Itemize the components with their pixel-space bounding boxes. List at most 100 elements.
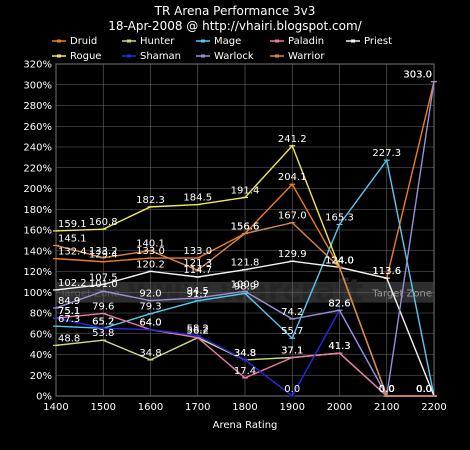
legend-label: Warlock — [214, 51, 254, 62]
legend-label: Priest — [364, 36, 393, 47]
y-tick-label: 180% — [23, 205, 52, 216]
data-label-priest: 121.8 — [231, 258, 260, 269]
data-label-mage: 65.2 — [92, 316, 114, 327]
data-label-hunter: 34.8 — [234, 348, 256, 359]
x-tick-label: 2100 — [374, 402, 399, 413]
x-tick-label: 1400 — [43, 402, 68, 413]
data-label-warrior: 124.0 — [325, 255, 354, 266]
data-label-warlock: 94.5 — [187, 286, 209, 297]
data-label-paladin: 56.2 — [187, 326, 209, 337]
data-label-priest: 107.5 — [89, 272, 118, 283]
data-label-druid: 133.0 — [136, 246, 165, 257]
legend-swatch — [52, 54, 66, 58]
legend-item-priest: Priest — [346, 36, 392, 47]
data-label-paladin: 17.4 — [234, 366, 256, 377]
data-label-hunter: 34.8 — [139, 348, 161, 359]
legend-swatch — [346, 39, 360, 43]
legend-swatch — [270, 39, 284, 43]
x-tick-label: 1700 — [185, 402, 210, 413]
data-label-druid: 124.0 — [325, 255, 354, 266]
data-label-priest: 120.2 — [136, 259, 165, 270]
y-tick-label: 300% — [23, 80, 52, 91]
data-label-mage: 55.7 — [281, 326, 303, 337]
data-label-warlock: 100.9 — [231, 279, 260, 290]
legend-swatch — [196, 54, 210, 58]
legend-swatch — [122, 39, 136, 43]
data-label-rogue: 124.0 — [325, 255, 354, 266]
data-label-mage: 91.7 — [187, 289, 209, 300]
data-label-mage: 165.3 — [325, 213, 354, 224]
data-label-druid: 132.4 — [58, 247, 87, 258]
y-tick-label: 260% — [23, 122, 52, 133]
y-tick-label: 0% — [36, 392, 52, 403]
data-label-warlock: 82.6 — [328, 298, 350, 309]
data-label-hunter: 53.8 — [92, 328, 114, 339]
x-tick-label: 1800 — [232, 402, 257, 413]
x-tick-label: 1900 — [280, 402, 305, 413]
legend-item-warrior: Warrior — [270, 51, 324, 62]
data-label-mage: 67.3 — [58, 314, 80, 325]
x-tick-label: 2200 — [421, 402, 446, 413]
y-tick-label: 20% — [30, 371, 52, 382]
y-tick-label: 320% — [23, 60, 52, 71]
data-label-paladin: 0.0 — [379, 384, 395, 395]
data-label-mage: 98.9 — [234, 281, 256, 292]
legend-item-paladin: Paladin — [270, 36, 324, 47]
legend-swatch — [52, 39, 66, 43]
data-label-hunter: 37.1 — [281, 346, 303, 357]
y-tick-label: 140% — [23, 246, 52, 257]
y-tick-label: 80% — [30, 309, 52, 320]
data-label-shaman: 0.0 — [416, 384, 432, 395]
y-tick-label: 160% — [23, 226, 52, 237]
data-label-paladin: 37.1 — [281, 346, 303, 357]
data-label-paladin: 75.1 — [58, 306, 80, 317]
data-label-shaman: 0.0 — [379, 384, 395, 395]
legend-item-mage: Mage — [196, 36, 241, 47]
data-label-mage: 227.3 — [372, 148, 401, 159]
data-label-warrior: 145.1 — [58, 233, 87, 244]
y-tick-label: 220% — [23, 163, 52, 174]
legend-label: Paladin — [288, 36, 325, 47]
data-label-priest: 129.9 — [278, 249, 307, 260]
y-tick-label: 280% — [23, 101, 52, 112]
data-label-rogue: 0.0 — [416, 384, 432, 395]
legend-item-shaman: Shaman — [122, 51, 181, 62]
data-label-warrior: 133.2 — [89, 246, 118, 257]
data-label-paladin: 41.3 — [328, 341, 350, 352]
data-label-rogue: 241.2 — [278, 134, 307, 145]
data-label-priest: 114.7 — [183, 265, 212, 276]
data-label-mage: 79.3 — [139, 302, 161, 313]
data-label-warlock: 74.2 — [281, 307, 303, 318]
data-label-warrior: 167.0 — [278, 211, 307, 222]
legend-item-warlock: Warlock — [196, 51, 254, 62]
data-label-warlock: 101.0 — [89, 279, 118, 290]
data-label-priest: 124.0 — [325, 255, 354, 266]
y-tick-label: 100% — [23, 288, 52, 299]
legend-label: Warrior — [288, 51, 325, 62]
legend-item-druid: Druid — [52, 36, 97, 47]
data-label-warrior: 0.0 — [379, 384, 395, 395]
legend-label: Hunter — [140, 36, 175, 47]
x-tick-label: 1600 — [138, 402, 163, 413]
legend-swatch — [270, 54, 284, 58]
data-label-priest: 0.0 — [416, 384, 432, 395]
data-label-hunter: 0.0 — [416, 384, 432, 395]
data-label-druid: 133.0 — [183, 246, 212, 257]
legend-label: Mage — [214, 36, 242, 47]
data-label-priest: 113.6 — [372, 266, 401, 277]
data-label-hunter: 0.0 — [379, 384, 395, 395]
data-label-rogue: 0.0 — [379, 384, 395, 395]
y-tick-label: 120% — [23, 267, 52, 278]
y-tick-label: 200% — [23, 184, 52, 195]
data-label-mage: 0.0 — [416, 384, 432, 395]
x-axis-label: Arena Rating — [213, 420, 278, 431]
data-label-shaman: 82.6 — [328, 298, 350, 309]
data-label-hunter: 41.3 — [328, 341, 350, 352]
y-tick-label: 240% — [23, 143, 52, 154]
legend-swatch — [122, 54, 136, 58]
legend-label: Shaman — [140, 51, 182, 62]
legend-swatch — [196, 39, 210, 43]
data-label-rogue: 182.3 — [136, 195, 165, 206]
data-label-druid: 204.1 — [278, 172, 307, 183]
data-label-shaman: 65.2 — [92, 316, 114, 327]
